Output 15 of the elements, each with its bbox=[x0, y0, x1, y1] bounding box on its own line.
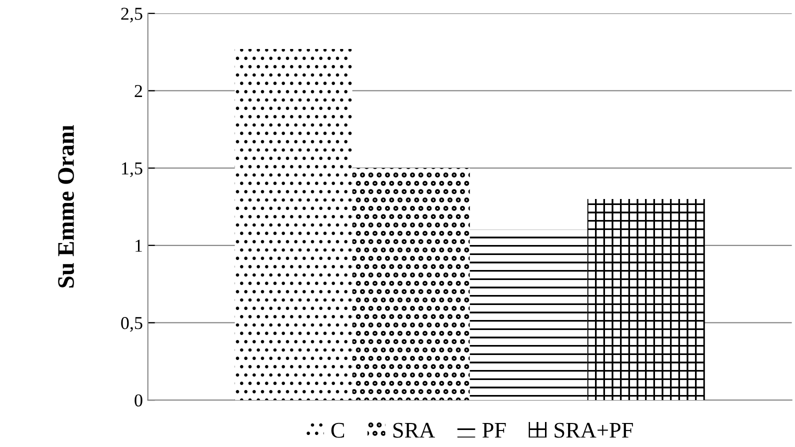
bar bbox=[234, 48, 352, 400]
bar bbox=[352, 168, 470, 400]
legend-label: SRA+PF bbox=[554, 422, 633, 438]
legend-label: PF bbox=[482, 423, 506, 438]
y-tick-label: 2 bbox=[134, 85, 142, 98]
y-tick-label: 1 bbox=[136, 240, 142, 252]
y-axis-title: Su Emme Oranı bbox=[58, 125, 74, 288]
y-tick-label: 1,5 bbox=[122, 162, 142, 178]
y-tick-label: 2,5 bbox=[121, 8, 142, 22]
legend-label: SRA bbox=[393, 422, 435, 438]
legend-label: C bbox=[331, 422, 344, 438]
bar bbox=[470, 230, 588, 400]
y-tick-label: 0,5 bbox=[121, 316, 142, 332]
bar bbox=[587, 199, 705, 400]
y-tick-label: 0 bbox=[134, 394, 142, 407]
